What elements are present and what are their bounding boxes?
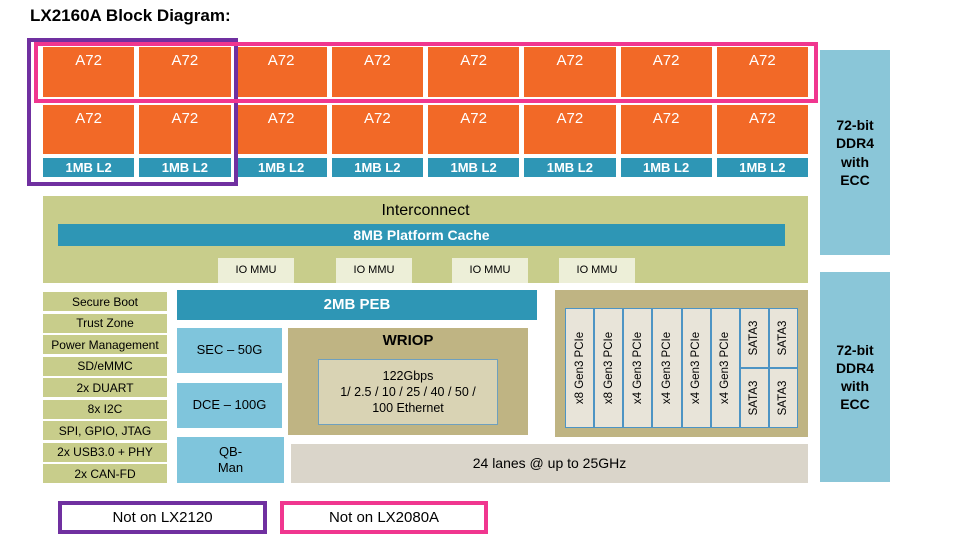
a72-core: A72 [139, 47, 231, 97]
a72-core: A72 [331, 47, 423, 97]
peripheral-item: 2x DUART [43, 378, 167, 397]
dce-block: DCE – 100G [177, 383, 282, 428]
a72-core: A72 [235, 105, 327, 154]
a72-core-row-1: A72 A72 A72 A72 A72 A72 A72 A72 [43, 47, 808, 97]
l2-cache: 1MB L2 [524, 158, 616, 177]
sata-slot-label: SATA3 [777, 380, 790, 416]
a72-core: A72 [716, 47, 808, 97]
peb-block: 2MB PEB [177, 290, 537, 320]
a72-core: A72 [620, 105, 712, 154]
peripheral-item: SPI, GPIO, JTAG [43, 421, 167, 440]
peripheral-item: 2x USB3.0 + PHY [43, 442, 167, 462]
a72-core: A72 [139, 105, 231, 154]
pcie-slot: x4 Gen3 PCIe [652, 308, 682, 428]
page-title: LX2160A Block Diagram: [30, 6, 231, 25]
l2-cache-row: 1MB L2 1MB L2 1MB L2 1MB L2 1MB L2 1MB L… [43, 158, 808, 177]
wriop-line: 100 Ethernet [372, 401, 444, 416]
io-mmu-block: IO MMU [559, 258, 635, 283]
serdes-lanes-bar: 24 lanes @ up to 25GHz [291, 444, 808, 483]
pcie-slot: x8 Gen3 PCIe [594, 308, 624, 428]
io-mmu-block: IO MMU [452, 258, 528, 283]
interconnect-label: Interconnect [381, 202, 470, 219]
ddr-line: ECC [840, 396, 870, 413]
interconnect-block: Interconnect 8MB Platform Cache [43, 196, 808, 283]
peripheral-item: Trust Zone [43, 313, 167, 333]
sec-block: SEC – 50G [177, 328, 282, 373]
pcie-slot-label: x4 Gen3 PCIe [719, 331, 732, 405]
pcie-slot-label: x8 Gen3 PCIe [602, 331, 615, 405]
wriop-line: 1/ 2.5 / 10 / 25 / 40 / 50 / [340, 384, 476, 399]
wriop-line: 122Gbps [382, 368, 434, 383]
ddr-line: DDR4 [835, 135, 875, 152]
pcie-slot: x8 Gen3 PCIe [565, 308, 595, 428]
l2-cache: 1MB L2 [235, 158, 327, 177]
a72-core: A72 [331, 105, 423, 154]
pcie-slot: x4 Gen3 PCIe [710, 308, 740, 428]
peripheral-item: Power Management [43, 335, 167, 354]
pcie-slot-label: x8 Gen3 PCIe [573, 331, 586, 405]
serdes-slot-grid: x8 Gen3 PCIe x8 Gen3 PCIe x4 Gen3 PCIe x… [565, 308, 798, 428]
legend-not-on-lx2080a: Not on LX2080A [280, 501, 488, 534]
sata-slot: SATA3 [739, 308, 769, 368]
peripheral-item: SD/eMMC [43, 356, 167, 376]
a72-core-row-2: A72 A72 A72 A72 A72 A72 A72 A72 [43, 105, 808, 154]
peripheral-item: Secure Boot [43, 292, 167, 311]
a72-core: A72 [235, 47, 327, 97]
legend-not-on-lx2120: Not on LX2120 [58, 501, 267, 534]
l2-cache: 1MB L2 [716, 158, 808, 177]
ddr4-controller-1: 72-bit DDR4 with ECC [820, 50, 890, 255]
ddr-line: DDR4 [835, 359, 875, 376]
sata-slot-label: SATA3 [777, 320, 790, 356]
peripheral-list: Secure Boot Trust Zone Power Management … [43, 292, 167, 483]
sata-slot-label: SATA3 [748, 320, 761, 356]
l2-cache: 1MB L2 [620, 158, 712, 177]
a72-core: A72 [716, 105, 808, 154]
a72-core: A72 [524, 47, 616, 97]
ddr-line: with [841, 378, 869, 394]
sata-slot-label: SATA3 [748, 380, 761, 416]
a72-core: A72 [620, 47, 712, 97]
ddr-line: 72-bit [836, 117, 874, 134]
sata-slot: SATA3 [739, 368, 769, 428]
ddr-line: ECC [840, 171, 870, 188]
a72-core: A72 [524, 105, 616, 154]
ddr4-controller-2: 72-bit DDR4 with ECC [820, 272, 890, 482]
ddr-line: with [841, 153, 869, 170]
sata-slot: SATA3 [768, 368, 798, 428]
sata-slot: SATA3 [768, 308, 798, 368]
pcie-slot-label: x4 Gen3 PCIe [660, 331, 673, 405]
peripheral-item: 8x I2C [43, 399, 167, 419]
pcie-slot-label: x4 Gen3 PCIe [690, 331, 703, 405]
a72-core: A72 [43, 47, 135, 97]
qbman-block: QB- Man [177, 437, 284, 483]
l2-cache: 1MB L2 [43, 158, 135, 177]
qbman-line: Man [217, 460, 244, 475]
a72-core: A72 [428, 105, 520, 154]
wriop-block: WRIOP 122Gbps 1/ 2.5 / 10 / 25 / 40 / 50… [288, 328, 528, 435]
io-mmu-block: IO MMU [336, 258, 412, 283]
pcie-slot: x4 Gen3 PCIe [681, 308, 711, 428]
wriop-title: WRIOP [382, 332, 434, 349]
l2-cache: 1MB L2 [428, 158, 520, 177]
pcie-sata-block: x8 Gen3 PCIe x8 Gen3 PCIe x4 Gen3 PCIe x… [555, 290, 808, 437]
l2-cache: 1MB L2 [139, 158, 231, 177]
a72-core: A72 [428, 47, 520, 97]
pcie-slot-label: x4 Gen3 PCIe [631, 331, 644, 405]
platform-cache-bar: 8MB Platform Cache [58, 224, 785, 246]
pcie-slot: x4 Gen3 PCIe [623, 308, 653, 428]
qbman-line: QB- [218, 443, 243, 459]
a72-core: A72 [43, 105, 135, 154]
l2-cache: 1MB L2 [331, 158, 423, 177]
peripheral-item: 2x CAN-FD [43, 464, 167, 483]
ddr-line: 72-bit [836, 341, 874, 358]
wriop-ethernet-box: 122Gbps 1/ 2.5 / 10 / 25 / 40 / 50 / 100… [318, 359, 498, 425]
io-mmu-block: IO MMU [218, 258, 294, 283]
